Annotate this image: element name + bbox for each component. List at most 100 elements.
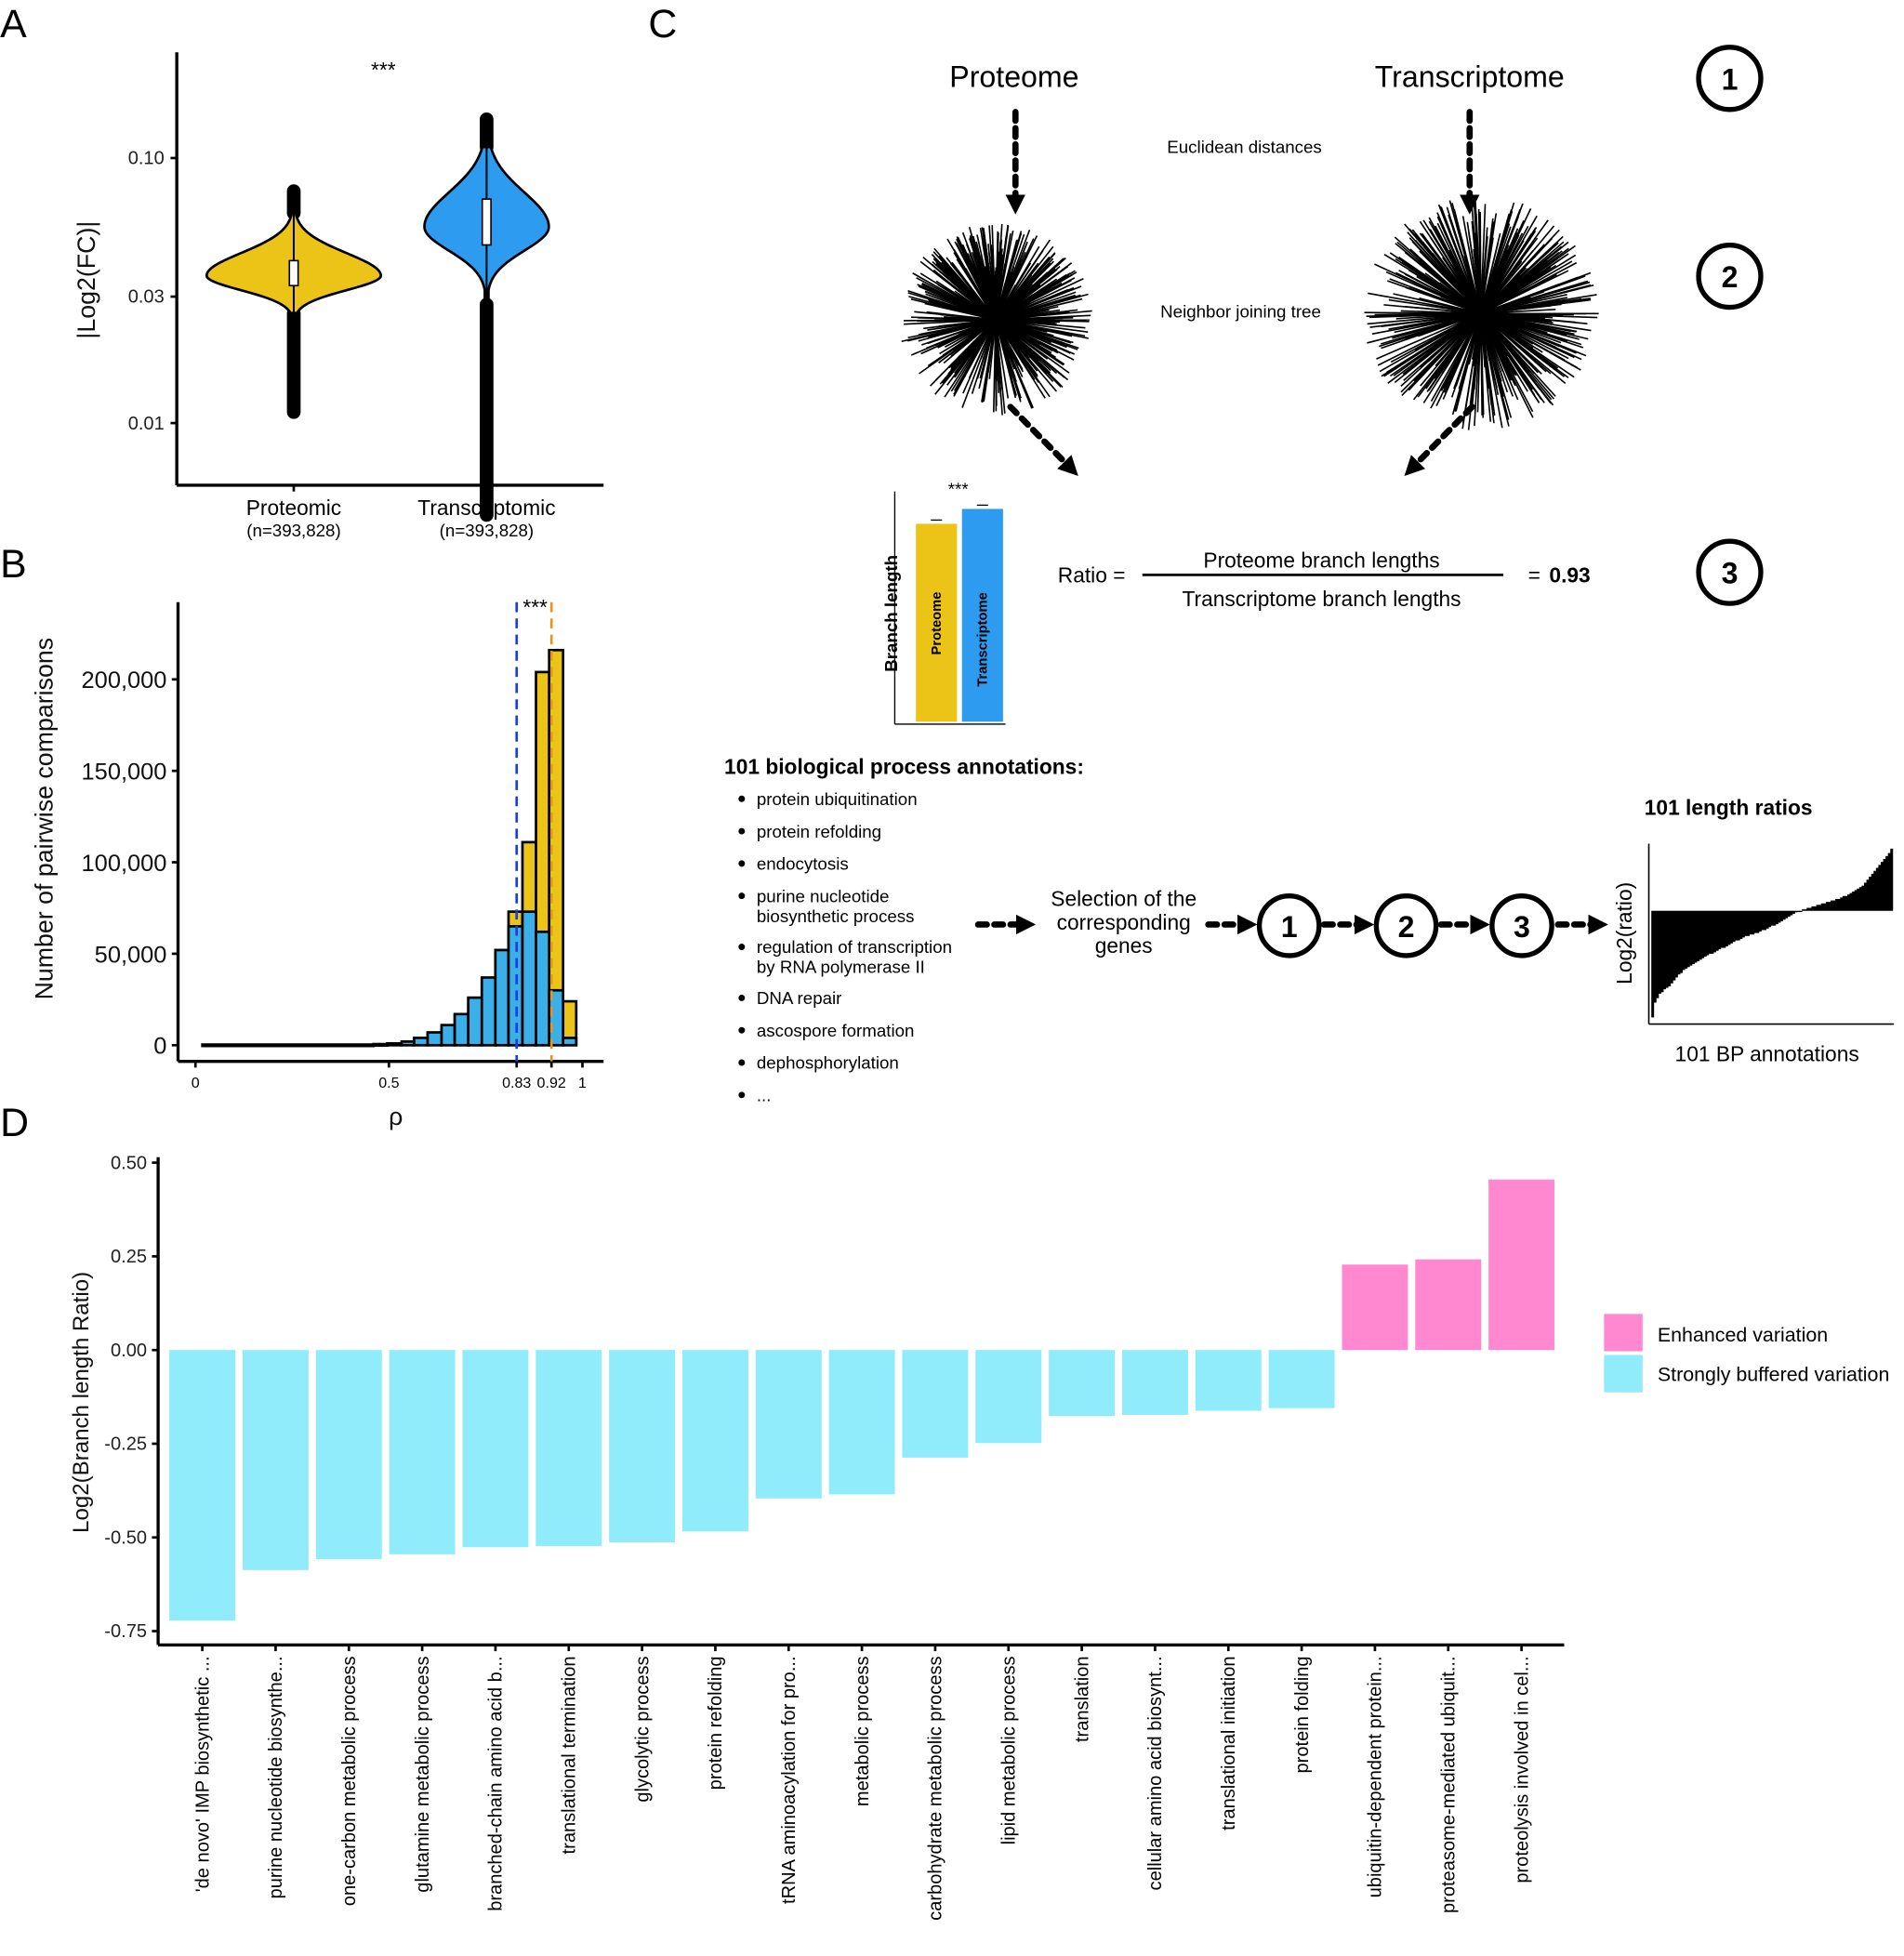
tree-branch <box>935 280 997 321</box>
tree-branch <box>968 319 997 379</box>
step-2-number: 2 <box>1722 260 1739 294</box>
tree-branch <box>1376 312 1482 360</box>
tree-branch <box>1417 259 1482 314</box>
annotation-item: dephosphorylation <box>757 1053 899 1073</box>
ratio-bar <box>1775 910 1778 925</box>
d-bar <box>1049 1350 1116 1417</box>
ratio-bar <box>1701 910 1705 958</box>
ratio-bar <box>1660 910 1664 993</box>
legend: Enhanced variation Strongly buffered var… <box>1604 1314 1889 1393</box>
ratio-bar <box>1782 910 1786 920</box>
tree-branch <box>1447 312 1482 377</box>
ratio-bar <box>1741 910 1745 938</box>
ratio-bar <box>1820 903 1824 911</box>
d-y-tick-label: -0.75 <box>104 1621 147 1642</box>
flow-step-2: 2 <box>1373 892 1439 958</box>
d-y-tick-label: 0.00 <box>111 1341 147 1361</box>
d-x-tick-label: glutamine metabolic process <box>413 1656 433 1892</box>
tree-branch <box>995 319 1010 361</box>
inset-bar-transcriptome <box>961 509 1003 722</box>
tree-branch <box>1477 209 1482 314</box>
hist-bar-transcriptomic <box>413 1037 430 1047</box>
annotation-item: protein ubiquitination <box>757 789 918 809</box>
b-y-axis-title: Number of pairwise comparisons <box>30 638 58 1000</box>
tree-branch <box>995 230 1014 321</box>
ratio-bar <box>1720 910 1724 948</box>
b-y-tick-label: 100,000 <box>82 851 167 877</box>
tree-branch <box>1480 284 1559 315</box>
ratio-bar <box>1825 902 1829 911</box>
tree-branch <box>995 309 1050 321</box>
tree-branch <box>1453 313 1482 390</box>
d-y-tick-label: -0.25 <box>104 1434 147 1455</box>
a-sample-size: (n=393,828) <box>440 521 534 540</box>
tree-branch <box>995 317 1074 321</box>
ratio-bar <box>1725 910 1728 946</box>
ratio-bar <box>1689 910 1693 966</box>
ratio-bar <box>1753 910 1757 933</box>
d-x-tick-label: ubiquitin-dependent protein... <box>1366 1656 1386 1897</box>
tree-branch <box>995 256 1051 321</box>
ratio-bar <box>1765 910 1769 929</box>
tree-branch <box>995 271 1078 321</box>
d-bar <box>975 1350 1042 1444</box>
ratio-bar <box>1749 910 1752 935</box>
tree-branch <box>1371 312 1481 336</box>
d-x-tick-label: lipid metabolic process <box>998 1656 1019 1844</box>
b-significance: *** <box>522 595 548 619</box>
legend-swatch-enhanced <box>1604 1314 1643 1352</box>
ratio-bar <box>1677 910 1681 975</box>
d-bar <box>315 1350 382 1560</box>
tree-branch <box>1480 237 1494 314</box>
a-y-tick-label: 0.10 <box>128 149 165 169</box>
tree-branch <box>1480 250 1534 314</box>
d-x-tick-label: carbohydrate metabolic process <box>926 1656 946 1920</box>
ratio-bar <box>1768 910 1772 928</box>
d-bar <box>462 1350 529 1548</box>
ratio-bar <box>1869 877 1872 911</box>
tree-branch <box>1480 255 1509 314</box>
tree-branch <box>1480 312 1588 324</box>
a-y-axis-title: |Log2(FC)| <box>73 221 100 339</box>
tree-branch <box>1436 222 1482 314</box>
ratio-bar <box>1706 910 1710 956</box>
ratio-bar <box>1802 909 1805 911</box>
tree-branch <box>1442 257 1482 314</box>
ratio-bar <box>1831 900 1833 911</box>
b-y-tick-label: 50,000 <box>95 942 167 968</box>
hist-bar-transcriptomic <box>562 1037 578 1047</box>
ratio-denominator: Transcriptome branch lengths <box>1182 587 1461 611</box>
ratio-bar <box>1857 888 1860 911</box>
bullet-icon <box>738 1026 746 1034</box>
ratio-bar <box>1735 910 1739 941</box>
ratio-bar <box>1799 910 1803 913</box>
selection-line-1: Selection of the <box>1051 886 1197 910</box>
tree-branch <box>1480 243 1500 314</box>
d-y-tick-label: 0.25 <box>111 1247 147 1267</box>
ratio-bar <box>1847 894 1850 911</box>
tree-branch <box>1388 298 1481 315</box>
ratio-bar <box>1730 910 1734 944</box>
neighbor-joining-label: Neighbor joining tree <box>1160 301 1321 321</box>
flow-step-1: 1 <box>1256 892 1322 958</box>
hist-bar-transcriptomic <box>535 930 551 1047</box>
ratio-bar <box>1752 910 1755 935</box>
tree-branch <box>1480 312 1584 349</box>
ratio-bar <box>1832 900 1836 911</box>
tree-branch <box>1461 313 1482 424</box>
tree-branch <box>995 240 1018 321</box>
ratio-bar <box>1814 905 1817 911</box>
ratio-bar <box>1787 910 1791 918</box>
ratio-bar <box>1739 910 1743 939</box>
ratio-bar <box>1691 910 1695 965</box>
b-x-tick-label: 0.5 <box>378 1075 399 1091</box>
d-bar <box>1488 1179 1555 1351</box>
branch-length-bar-chart: Branch length *** Proteome Transcriptome <box>881 480 1006 725</box>
length-ratios-chart: 101 length ratios Log2(ratio) 101 BP ann… <box>1612 796 1895 1066</box>
ratio-bar <box>1651 910 1655 1018</box>
ratio-bar <box>1844 895 1848 911</box>
transcriptome-title: Transcriptome <box>1375 60 1565 94</box>
ratio-bar <box>1794 910 1798 913</box>
tree-branch <box>1480 313 1496 416</box>
violin-chart: |Log2(FC)| *** 0.100.030.01Proteomic(n=3… <box>73 52 604 540</box>
